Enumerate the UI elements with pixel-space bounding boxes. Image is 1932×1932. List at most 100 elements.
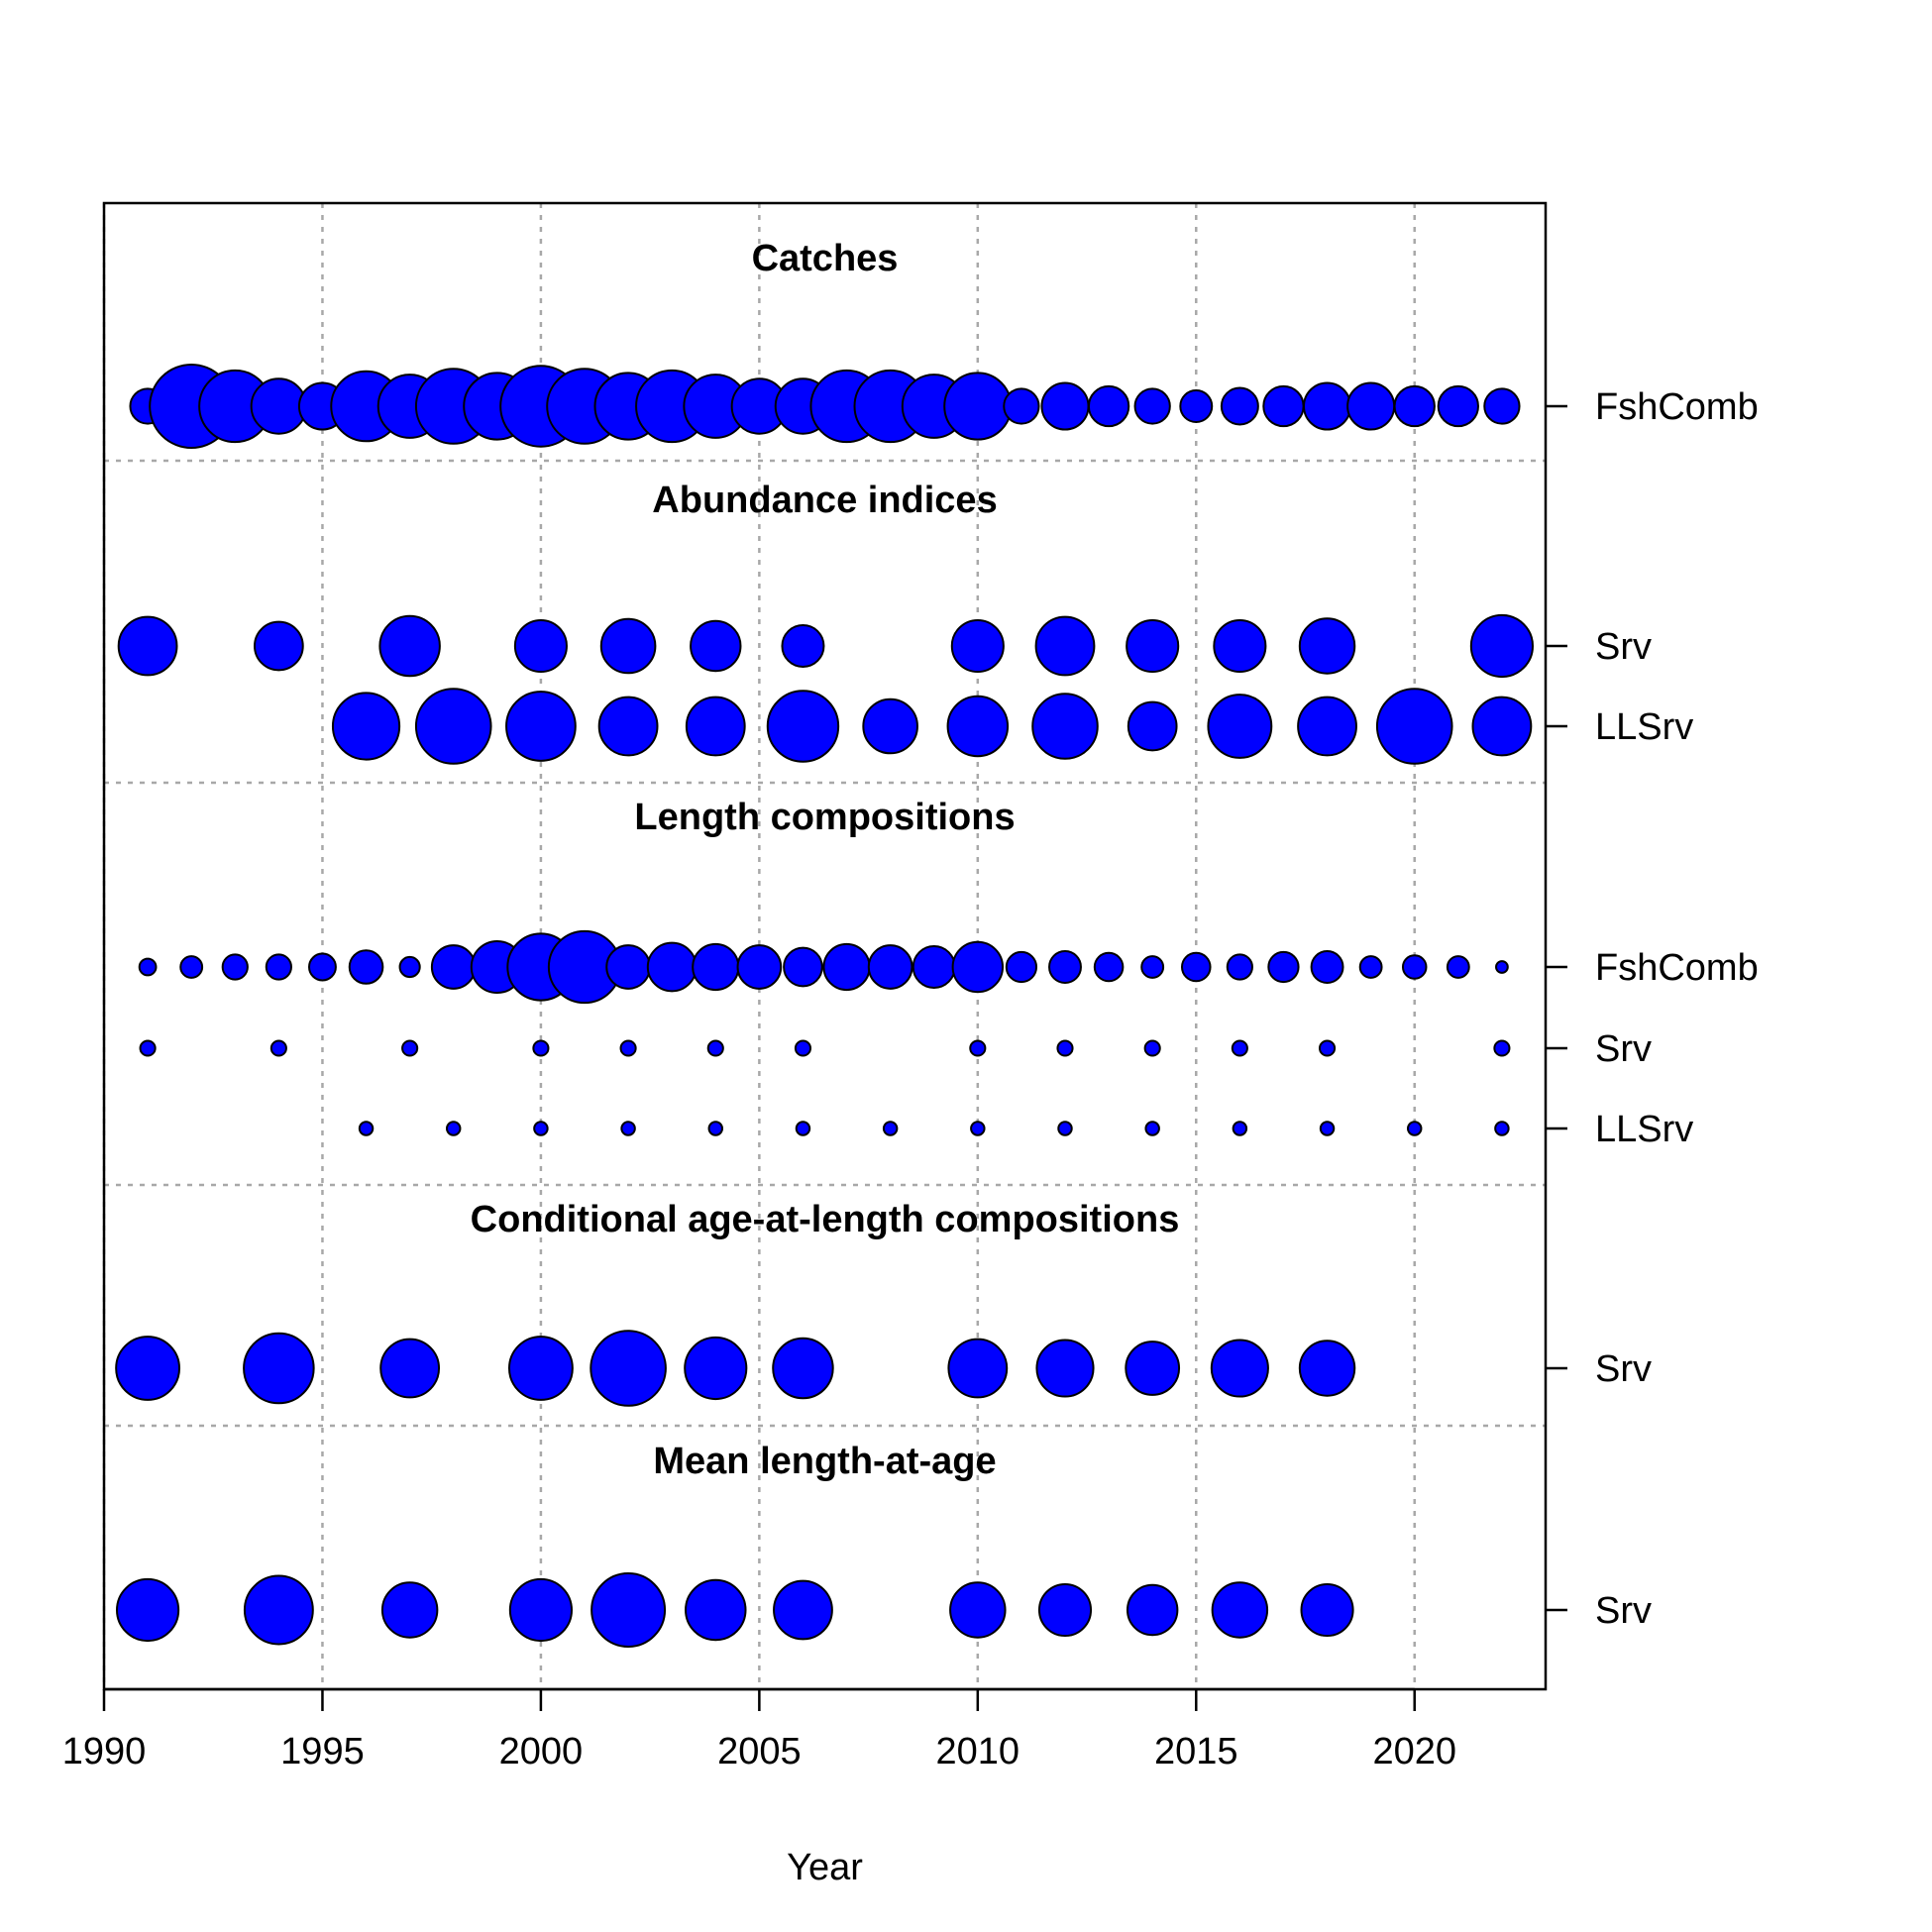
data-point bbox=[1375, 688, 1453, 765]
data-point bbox=[605, 944, 651, 990]
data-point bbox=[269, 1039, 287, 1057]
data-point bbox=[508, 1577, 573, 1643]
data-point bbox=[912, 945, 956, 989]
data-point bbox=[1143, 1039, 1161, 1057]
data-point bbox=[1144, 1121, 1160, 1136]
data-point bbox=[690, 619, 742, 673]
data-point bbox=[1207, 694, 1273, 759]
data-point bbox=[1133, 387, 1171, 425]
data-point bbox=[773, 1579, 833, 1641]
data-point bbox=[1034, 615, 1096, 677]
data-point bbox=[1048, 950, 1082, 984]
data-point bbox=[1040, 381, 1090, 431]
data-point bbox=[1393, 384, 1436, 428]
data-point bbox=[308, 952, 337, 982]
data-point bbox=[597, 696, 659, 757]
fleet-label: Srv bbox=[1595, 1590, 1652, 1632]
data-point bbox=[378, 614, 441, 678]
section-title: Catches bbox=[752, 238, 899, 279]
data-point bbox=[1140, 955, 1165, 979]
data-point bbox=[1231, 1039, 1248, 1057]
data-point bbox=[620, 1121, 636, 1136]
data-point bbox=[1310, 950, 1344, 984]
data-point bbox=[533, 1121, 549, 1136]
data-point bbox=[1210, 1339, 1269, 1398]
data-point bbox=[590, 1330, 667, 1407]
x-tick-label: 2005 bbox=[717, 1731, 802, 1772]
x-tick-label: 1995 bbox=[280, 1731, 365, 1772]
data-point bbox=[1401, 954, 1428, 980]
data-point bbox=[254, 620, 304, 672]
fleet-label: FshComb bbox=[1595, 947, 1759, 989]
chart-section: Abundance indices bbox=[117, 480, 1534, 765]
fleet-label: Srv bbox=[1595, 1028, 1652, 1070]
data-point bbox=[1056, 1039, 1074, 1057]
x-axis-title: Year bbox=[787, 1847, 863, 1888]
data-point bbox=[1267, 950, 1300, 984]
data-point bbox=[766, 690, 840, 763]
data-point bbox=[946, 695, 1010, 758]
data-point bbox=[1213, 618, 1267, 674]
data-point bbox=[1471, 696, 1533, 757]
data-point bbox=[380, 1581, 439, 1639]
gridlines bbox=[102, 203, 1546, 1689]
data-point bbox=[772, 1337, 834, 1400]
data-point bbox=[736, 944, 783, 990]
data-point bbox=[1005, 950, 1038, 984]
data-point bbox=[794, 1039, 812, 1057]
data-point bbox=[115, 1336, 181, 1401]
data-point bbox=[221, 953, 249, 981]
section-title: Length compositions bbox=[634, 797, 1015, 838]
data-point bbox=[1446, 955, 1470, 979]
data-point bbox=[685, 696, 746, 757]
data-point bbox=[1319, 1121, 1336, 1136]
data-point bbox=[250, 377, 308, 435]
data-point bbox=[1126, 618, 1180, 674]
data-point bbox=[943, 372, 1013, 441]
data-point bbox=[970, 1121, 986, 1136]
data-point bbox=[505, 691, 577, 762]
data-point bbox=[398, 955, 421, 979]
section-title: Mean length-at-age bbox=[653, 1441, 996, 1482]
fleet-label: Srv bbox=[1595, 626, 1652, 668]
data-point bbox=[947, 1338, 1009, 1399]
data-point bbox=[1303, 381, 1352, 431]
data-point bbox=[1126, 1583, 1179, 1637]
data-point bbox=[1211, 1581, 1269, 1639]
data-point bbox=[414, 688, 492, 765]
x-tick-label: 2020 bbox=[1372, 1731, 1456, 1772]
x-tick-label: 2010 bbox=[936, 1731, 1020, 1772]
data-point bbox=[116, 1577, 180, 1643]
x-tick-label: 2015 bbox=[1154, 1731, 1238, 1772]
data-point bbox=[331, 692, 401, 761]
data-point bbox=[1180, 951, 1212, 983]
data-point bbox=[795, 1121, 811, 1136]
data-point bbox=[781, 624, 825, 668]
data-point bbox=[1226, 953, 1253, 981]
data-point bbox=[951, 940, 1005, 994]
data-point bbox=[1232, 1121, 1248, 1136]
data-point bbox=[862, 698, 918, 755]
data-point bbox=[1483, 387, 1521, 425]
data-point bbox=[1437, 384, 1479, 428]
data-point bbox=[1358, 955, 1383, 979]
data-point bbox=[358, 1121, 375, 1136]
data-point bbox=[513, 618, 568, 674]
data-point bbox=[179, 955, 204, 979]
data-point bbox=[1346, 381, 1396, 431]
data-point bbox=[1087, 384, 1130, 428]
fleet-labels: FshComb Srv LLSrv FshComb Srv LLSrv Srv Srv bbox=[1546, 386, 1759, 1632]
data-point bbox=[969, 1039, 987, 1057]
chart-section: Catches bbox=[129, 238, 1521, 449]
data-point bbox=[867, 944, 913, 990]
data-point bbox=[1179, 389, 1214, 423]
section-title: Abundance indices bbox=[652, 480, 997, 521]
data-point bbox=[1469, 613, 1534, 679]
chart-section: Length compositions bbox=[138, 797, 1511, 1136]
data-point bbox=[430, 944, 477, 990]
data-point bbox=[684, 1336, 748, 1401]
data-point bbox=[243, 1574, 314, 1646]
data-point bbox=[265, 953, 292, 981]
chart-section: Conditional age-at-length compositions bbox=[115, 1199, 1356, 1407]
